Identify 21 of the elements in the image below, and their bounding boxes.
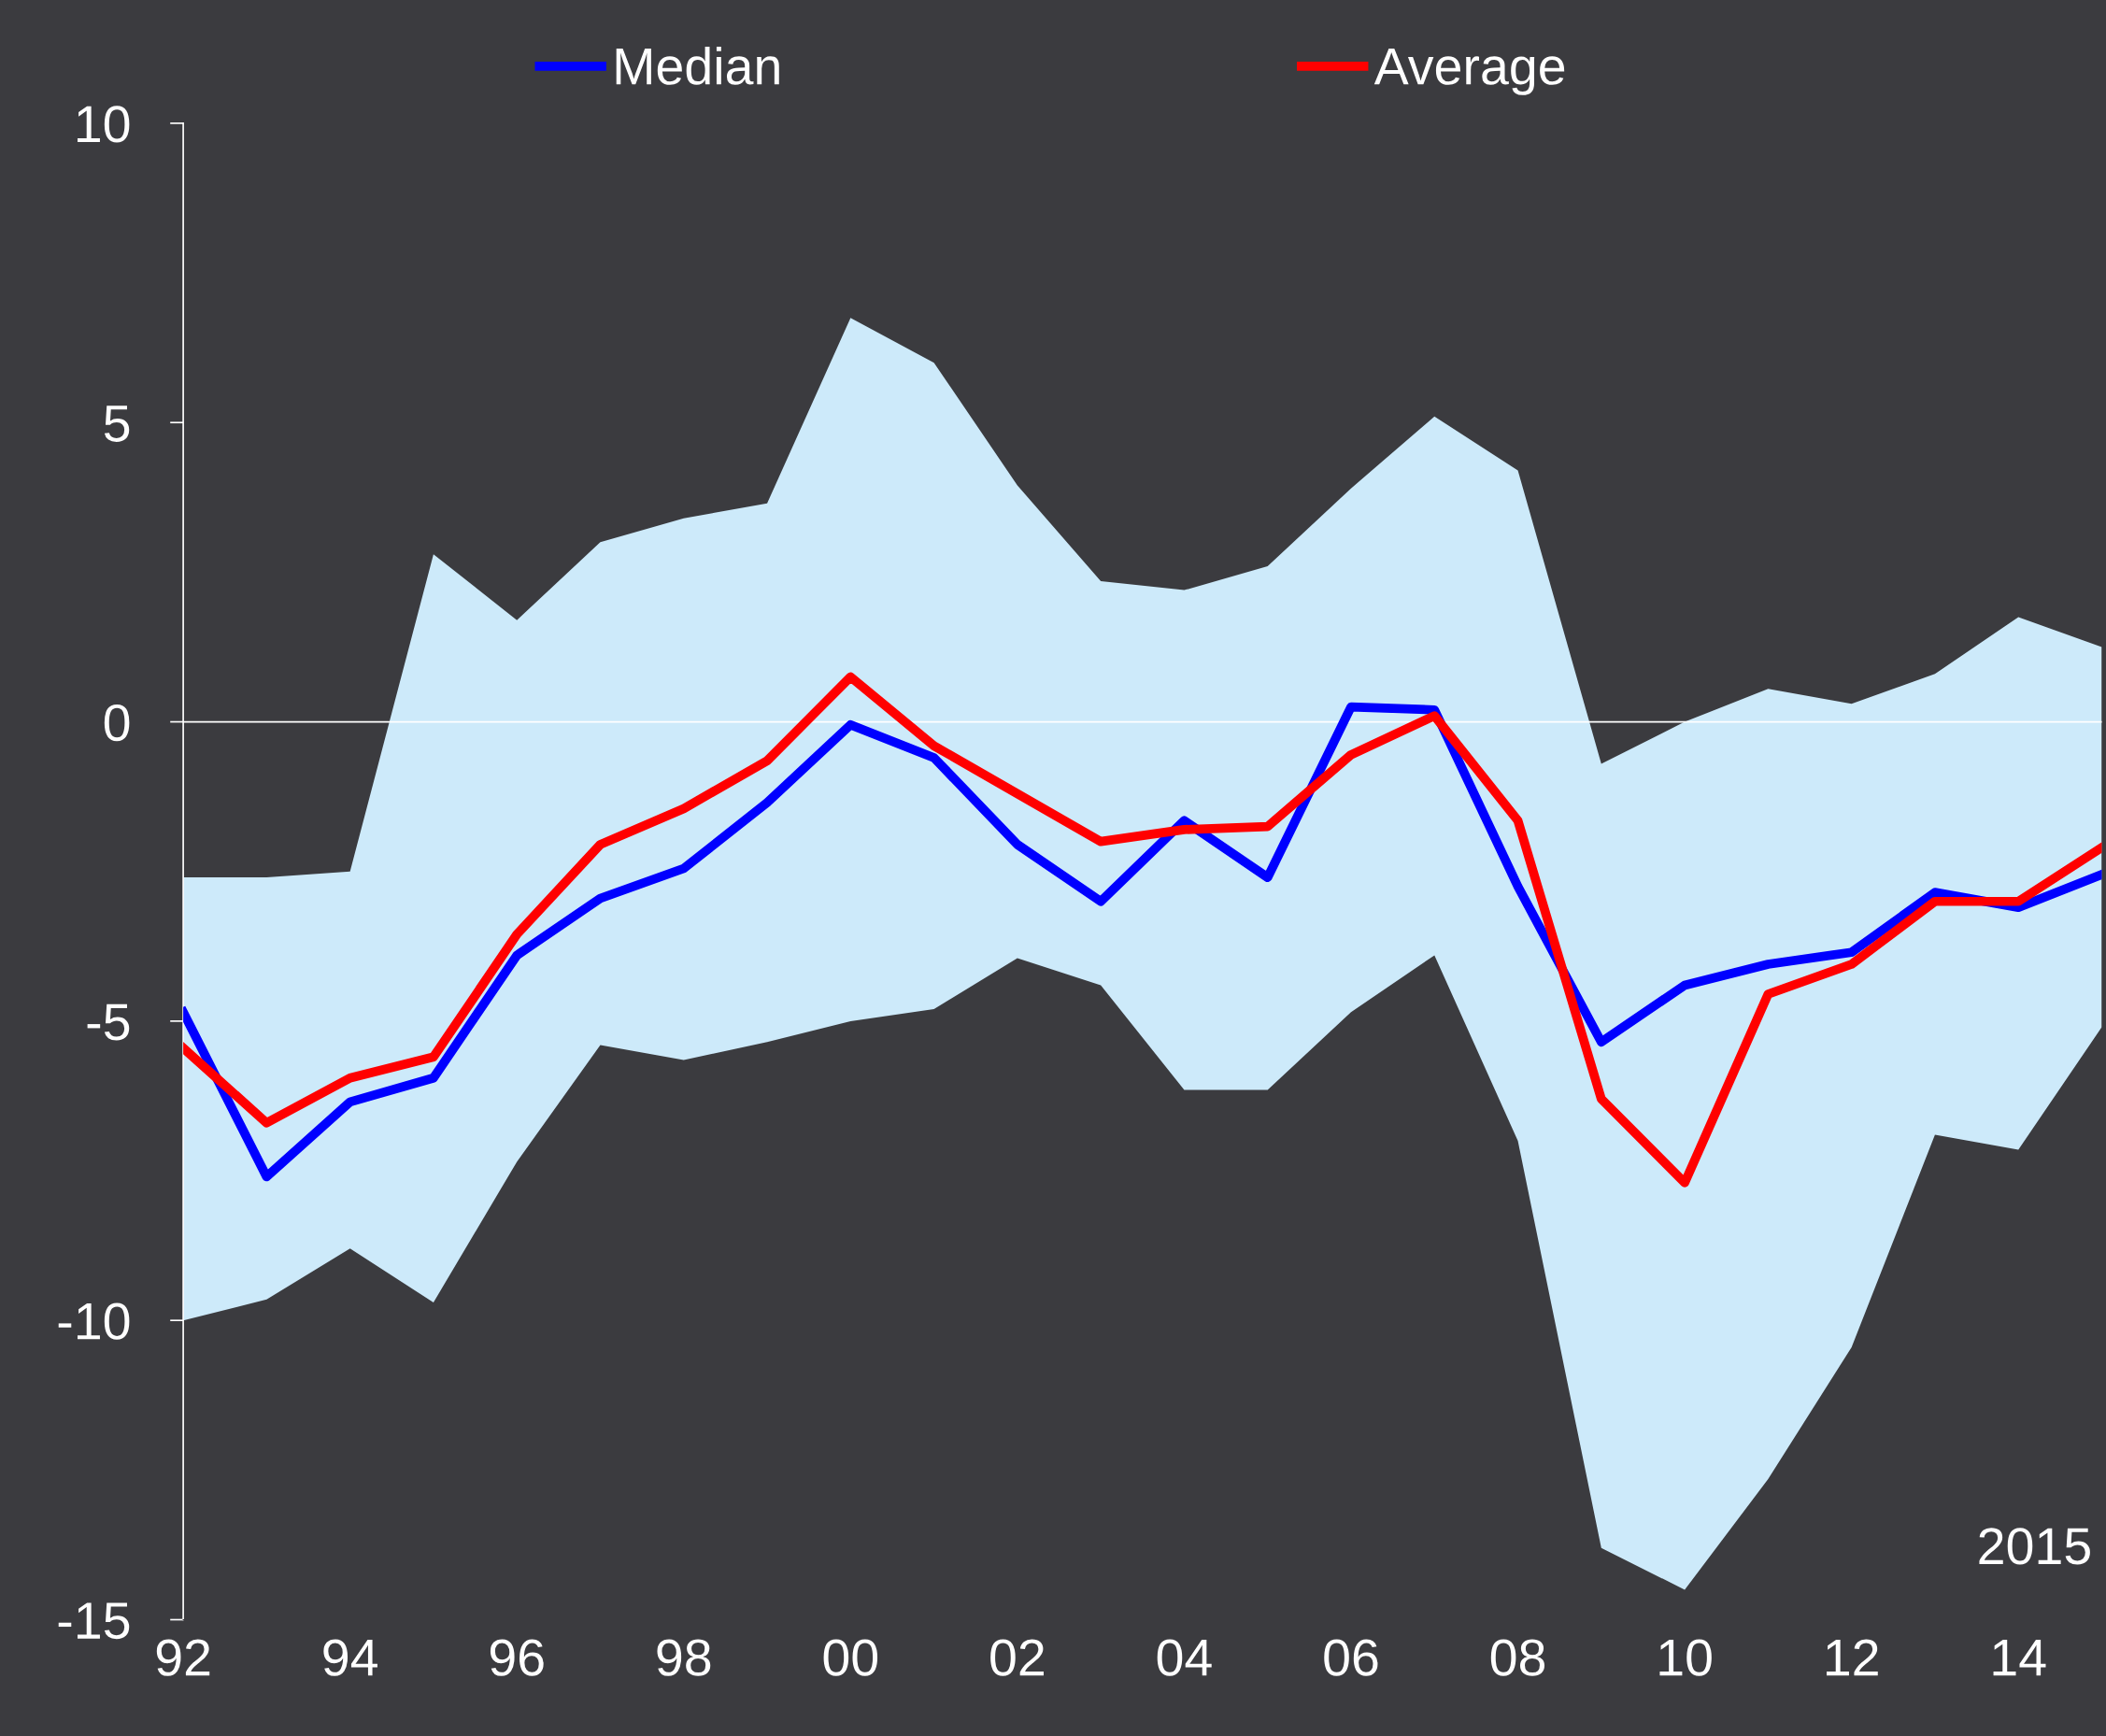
x-tick-label: 00 — [823, 1639, 878, 1676]
x-tick-label: 98 — [657, 1639, 711, 1676]
x-tick-label: 10 — [1659, 1639, 1712, 1676]
legend-label: Average — [1373, 49, 1565, 95]
y-tick-label: -10 — [58, 1302, 130, 1340]
x-tick-label: 94 — [323, 1639, 377, 1676]
x-tick-label: 92 — [156, 1639, 210, 1676]
y-tick-label: 5 — [104, 406, 130, 442]
y-tick-label: 10 — [77, 106, 130, 143]
x-tick-label: 96 — [490, 1639, 544, 1676]
y-tick-label: 0 — [104, 704, 130, 742]
x-tick-label: 02 — [990, 1639, 1044, 1676]
y-tick-label: -15 — [58, 1602, 130, 1640]
x-tick-label: 14 — [1993, 1640, 2046, 1676]
x-tick-label: 06 — [1324, 1639, 1378, 1676]
legend-label: Median — [616, 47, 779, 85]
y-tick-label: -5 — [87, 1003, 130, 1041]
x-tick-label: 12 — [1827, 1639, 1878, 1676]
x-tick-label: 08 — [1490, 1639, 1545, 1676]
x-tick-label: 04 — [1157, 1639, 1212, 1676]
annotation: 2015 — [1979, 1528, 2090, 1565]
